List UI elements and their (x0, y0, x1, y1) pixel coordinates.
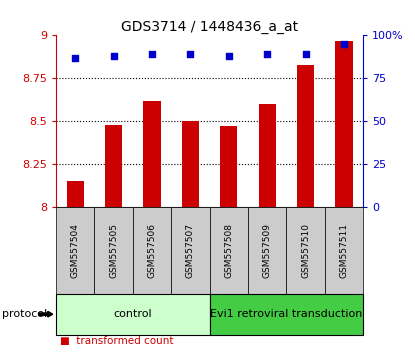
Bar (259, 104, 276, 207)
Point (341, 41, 347, 47)
Text: GSM557506: GSM557506 (147, 223, 156, 278)
Bar (66, 181, 84, 207)
Text: ■  transformed count: ■ transformed count (60, 336, 173, 346)
Text: control: control (113, 309, 152, 319)
Point (149, 51, 155, 57)
Text: GSM557505: GSM557505 (109, 223, 118, 278)
Text: GSM557504: GSM557504 (71, 223, 80, 278)
Bar (335, 41, 353, 207)
Point (187, 51, 194, 57)
Text: GSM557509: GSM557509 (263, 223, 272, 278)
Point (110, 53, 117, 59)
Bar (297, 64, 314, 207)
Bar (143, 101, 161, 207)
Text: GSM557508: GSM557508 (224, 223, 233, 278)
Text: GSM557511: GSM557511 (339, 223, 349, 278)
Text: GSM557507: GSM557507 (186, 223, 195, 278)
Point (225, 53, 232, 59)
Title: GDS3714 / 1448436_a_at: GDS3714 / 1448436_a_at (121, 21, 298, 34)
Point (264, 51, 271, 57)
Bar (220, 126, 237, 207)
Text: Evi1 retroviral transduction: Evi1 retroviral transduction (210, 309, 363, 319)
Bar (105, 125, 122, 207)
Text: protocol: protocol (2, 309, 47, 319)
Point (302, 51, 309, 57)
Bar (182, 121, 199, 207)
Point (72, 55, 78, 61)
Text: GSM557510: GSM557510 (301, 223, 310, 278)
